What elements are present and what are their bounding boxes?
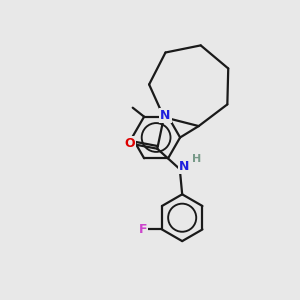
Text: H: H <box>192 154 201 164</box>
Text: N: N <box>160 109 171 122</box>
Text: O: O <box>124 137 135 150</box>
Text: F: F <box>139 223 147 236</box>
Text: N: N <box>178 160 189 173</box>
